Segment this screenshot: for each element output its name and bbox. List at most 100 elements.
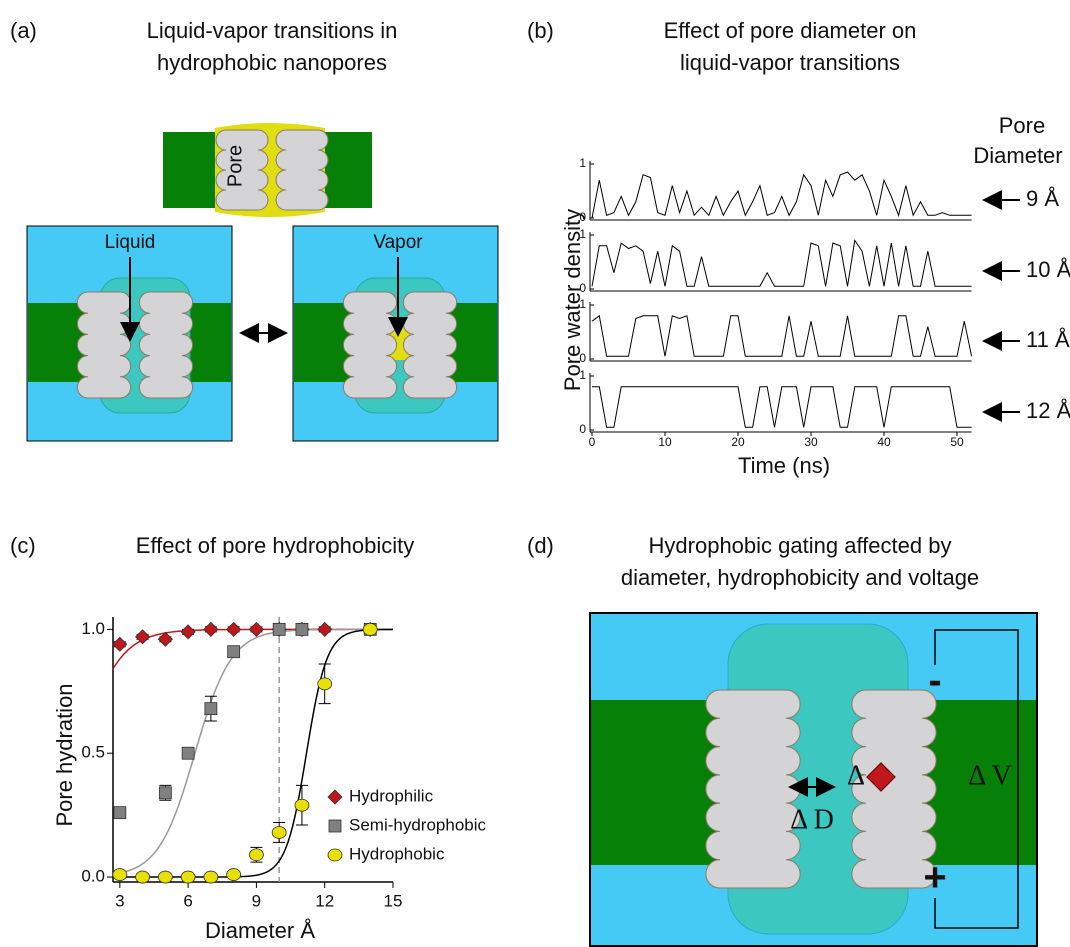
delta-v-label: Δ V — [968, 760, 1012, 791]
marker — [294, 798, 310, 812]
panel-label: (a) — [10, 18, 37, 43]
y-tick-label: 0 — [579, 281, 586, 295]
x-tick-label: 9 — [252, 891, 261, 910]
fit-curve — [112, 628, 393, 670]
marker — [113, 806, 127, 820]
trace — [591, 171, 972, 219]
y-tick-label: 1.0 — [81, 619, 105, 638]
x-tick-label: 0 — [589, 435, 596, 449]
panel-title: hydrophobic nanopores — [157, 50, 387, 75]
marker — [181, 746, 195, 760]
chart-title: Effect of pore hydrophobicity — [136, 533, 414, 558]
lobe — [76, 291, 132, 399]
pore-lining — [705, 689, 937, 889]
lobe — [402, 291, 458, 399]
pore-label: Pore — [224, 145, 246, 187]
panel-b: (b) Effect of pore diameter on liquid-va… — [527, 18, 1070, 478]
fit-curve — [113, 628, 394, 878]
y-tick-label: 0.0 — [81, 867, 105, 886]
y-axis-label: Pore water density — [560, 209, 585, 391]
panel-title: Liquid-vapor transitions in — [147, 18, 398, 43]
marker — [135, 629, 151, 645]
lobe — [705, 689, 801, 889]
legend-label: Hydrophobic — [349, 844, 445, 863]
x-axis-label: Diameter Å — [205, 918, 315, 943]
x-tick-label: 12 — [315, 891, 334, 910]
panel-label: (c) — [10, 533, 36, 558]
marker — [158, 786, 172, 800]
pore-lining — [76, 291, 458, 399]
marker — [157, 631, 173, 647]
marker — [226, 868, 242, 881]
panel-title: diameter, hydrophobicity and voltage — [621, 565, 979, 590]
y-tick-label: 0 — [579, 422, 586, 436]
y-tick-label: 1 — [579, 368, 586, 382]
x-tick-label: 3 — [115, 891, 124, 910]
plus-sign: + — [923, 856, 946, 900]
x-tick-label: 50 — [950, 435, 964, 449]
lobe — [342, 291, 398, 399]
x-tick-label: 10 — [658, 435, 672, 449]
panel-label: (b) — [527, 18, 554, 43]
y-tick-label: 0 — [579, 210, 586, 224]
trace — [591, 239, 972, 287]
x-tick-label: 15 — [384, 891, 403, 910]
legend-marker — [328, 819, 342, 833]
marker — [227, 645, 241, 659]
legend-marker — [327, 848, 343, 862]
marker — [112, 868, 128, 881]
marker — [204, 702, 218, 716]
trace — [591, 314, 973, 357]
y-tick-label: 0.5 — [81, 743, 105, 762]
delta-label: Δ — [847, 760, 865, 791]
legend-label: 12 Å — [1026, 398, 1070, 423]
marker — [135, 870, 150, 884]
marker — [249, 848, 264, 862]
fit-curve — [112, 628, 394, 876]
y-tick-label: 1 — [579, 156, 586, 170]
marker — [271, 826, 287, 839]
x-tick-label: 40 — [877, 435, 891, 449]
minus-sign: - — [928, 659, 941, 703]
marker — [248, 621, 264, 637]
marker — [180, 624, 196, 640]
circuit — [934, 629, 1019, 929]
legend-label: Semi-hydrophobic — [349, 815, 487, 834]
legend-marker — [327, 789, 343, 805]
lobe — [275, 129, 329, 211]
legend-label: 9 Å — [1026, 186, 1059, 211]
lobe — [851, 689, 937, 889]
marker — [362, 622, 378, 636]
legend-label: 10 Å — [1026, 257, 1070, 282]
legend-title: Pore — [999, 113, 1045, 138]
marker — [203, 870, 219, 884]
marker — [295, 622, 309, 636]
panel-label: (d) — [527, 533, 554, 558]
y-tick-label: 1 — [579, 227, 586, 241]
marker — [272, 622, 286, 636]
marker — [112, 636, 128, 652]
marker — [203, 621, 219, 637]
y-tick-label: 1 — [579, 297, 586, 311]
delta-d-label: Δ D — [790, 804, 834, 835]
x-tick-label: 20 — [731, 435, 745, 449]
lobe — [138, 291, 194, 399]
x-tick-label: 6 — [183, 891, 192, 910]
chart-title: Effect of pore diameter on — [664, 18, 917, 43]
chart-title: liquid-vapor transitions — [680, 50, 900, 75]
pore-lining — [215, 129, 329, 211]
hydrophilic-diamond — [866, 762, 896, 792]
panel-d: (d) Hydrophobic gating affected by diame… — [527, 533, 1038, 947]
legend-label: Hydrophilic — [349, 786, 434, 805]
x-tick-label: 30 — [804, 435, 818, 449]
marker — [317, 621, 333, 637]
legend-label: 11 Å — [1026, 327, 1070, 352]
panel-c: (c) Effect of pore hydrophobicity Diamet… — [10, 533, 487, 943]
marker — [157, 870, 173, 884]
vapor-label: Vapor — [373, 232, 423, 253]
marker — [180, 870, 196, 884]
legend-title: Diameter — [973, 143, 1062, 168]
trace — [592, 386, 972, 428]
y-axis-label: Pore hydration — [52, 683, 77, 826]
